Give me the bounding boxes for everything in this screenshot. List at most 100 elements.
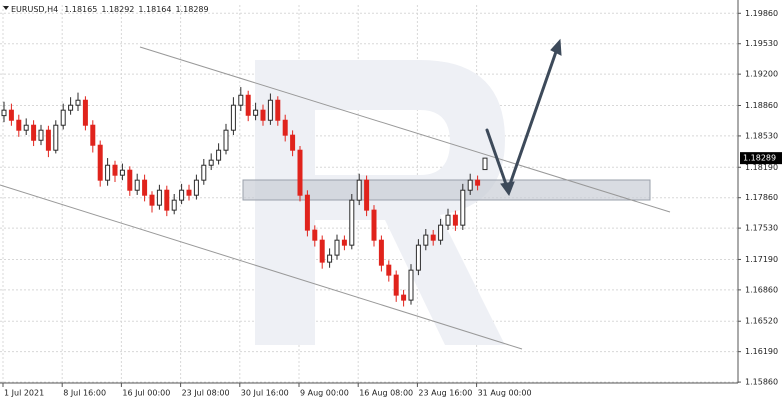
candle-body	[1, 109, 7, 117]
candle-body	[401, 294, 407, 301]
candle-body	[238, 94, 244, 106]
candle-body	[364, 179, 370, 211]
candle-body	[68, 104, 74, 111]
candle-body	[438, 224, 444, 241]
candle-body	[312, 229, 318, 241]
candle-body	[253, 109, 259, 116]
x-tick-label: 23 Jul 08:00	[182, 389, 230, 398]
candle-body	[482, 157, 488, 171]
candle-body	[371, 209, 377, 241]
candle-body	[208, 159, 214, 166]
high: 1.18292	[101, 5, 134, 14]
candle-body	[134, 179, 140, 191]
candle-body	[60, 109, 66, 126]
y-tick-label: 1.19200	[745, 70, 778, 79]
watermark	[255, 60, 505, 345]
candle-body	[415, 244, 421, 271]
candles	[1, 87, 488, 307]
symbol: EURUSD,H4	[11, 5, 58, 14]
x-tick-label: 16 Aug 08:00	[359, 389, 413, 398]
low: 1.18164	[138, 5, 171, 14]
candle-body	[193, 179, 199, 196]
candle-body	[408, 269, 414, 301]
candle-body	[119, 169, 125, 176]
candle-body	[97, 144, 103, 181]
candle-body	[475, 179, 481, 186]
candle-body	[53, 124, 59, 151]
candle-body	[171, 199, 177, 211]
candle-body	[82, 99, 88, 126]
candle-body	[149, 194, 155, 206]
candle-body	[393, 274, 399, 296]
y-tick-label: 1.15860	[745, 378, 778, 387]
candle-body	[112, 164, 118, 176]
candle-body	[467, 179, 473, 191]
candle-body	[460, 189, 466, 226]
candle-body	[216, 149, 222, 161]
current-price: 1.18289	[743, 154, 776, 163]
candle-body	[304, 194, 310, 231]
candle-body	[282, 119, 288, 136]
x-tick-label: 31 Aug 00:00	[478, 389, 532, 398]
x-tick-label: 16 Jul 00:00	[122, 389, 170, 398]
candle-body	[356, 179, 362, 201]
header: EURUSD,H4 1.18165 1.18292 1.18164 1.18289	[11, 5, 209, 14]
axes: 1.19860 1.19530 1.19200 1.18860 1.18530 1.181…	[2, 9, 782, 398]
open: 1.18165	[64, 5, 97, 14]
y-tick-label: 1.16860	[745, 285, 778, 294]
forecast-arrow	[485, 38, 562, 197]
y-tick-label: 1.18190	[745, 163, 778, 172]
x-tick-label: 1 Jul 2021	[4, 389, 44, 398]
x-tick-label: 23 Aug 16:00	[418, 389, 472, 398]
candle-body	[245, 94, 251, 116]
candle-body	[275, 99, 281, 121]
arrow-head	[500, 181, 515, 197]
y-tick-label: 1.17190	[745, 255, 778, 264]
y-tick-label: 1.16190	[745, 347, 778, 356]
candle-body	[327, 254, 333, 263]
candle-body	[290, 134, 296, 151]
candle-body	[230, 104, 236, 131]
channel-lower	[0, 184, 523, 350]
candle-body	[186, 189, 192, 196]
x-tick-label: 30 Jul 16:00	[241, 389, 289, 398]
candle-body	[127, 169, 133, 191]
arrow-head	[550, 38, 562, 56]
candle-body	[16, 119, 22, 131]
candle-body	[142, 179, 148, 196]
x-tick-label: 8 Jul 16:00	[63, 389, 106, 398]
candle-body	[8, 109, 14, 121]
y-tick-label: 1.19530	[745, 39, 778, 48]
candle-body	[45, 129, 51, 151]
candle-body	[156, 189, 162, 206]
candle-body	[31, 124, 37, 141]
candle-body	[297, 149, 303, 196]
candle-body	[423, 234, 429, 246]
candle-body	[201, 164, 207, 181]
candle-body	[23, 124, 29, 131]
candle-body	[452, 214, 458, 226]
candle-body	[164, 189, 170, 211]
candle-body	[341, 239, 347, 246]
y-tick-label: 1.17530	[745, 224, 778, 233]
candle-body	[445, 214, 451, 226]
close: 1.18289	[176, 5, 209, 14]
y-tick-label: 1.19860	[745, 9, 778, 18]
menu-triangle	[3, 6, 9, 10]
candle-body	[334, 239, 340, 256]
y-tick-label: 1.16520	[745, 317, 778, 326]
candle-body	[223, 129, 229, 151]
price-box	[740, 152, 782, 165]
x-tick-label: 9 Aug 00:00	[300, 389, 349, 398]
candle-body	[260, 109, 266, 121]
candle-body	[349, 199, 355, 246]
candle-body	[179, 189, 185, 201]
candle-body	[90, 124, 96, 146]
y-tick-label: 1.17860	[745, 193, 778, 202]
channel-upper	[139, 46, 671, 213]
candle-body	[75, 99, 81, 106]
candle-body	[378, 239, 384, 266]
candle-body	[105, 164, 111, 181]
candle-body	[38, 129, 44, 141]
